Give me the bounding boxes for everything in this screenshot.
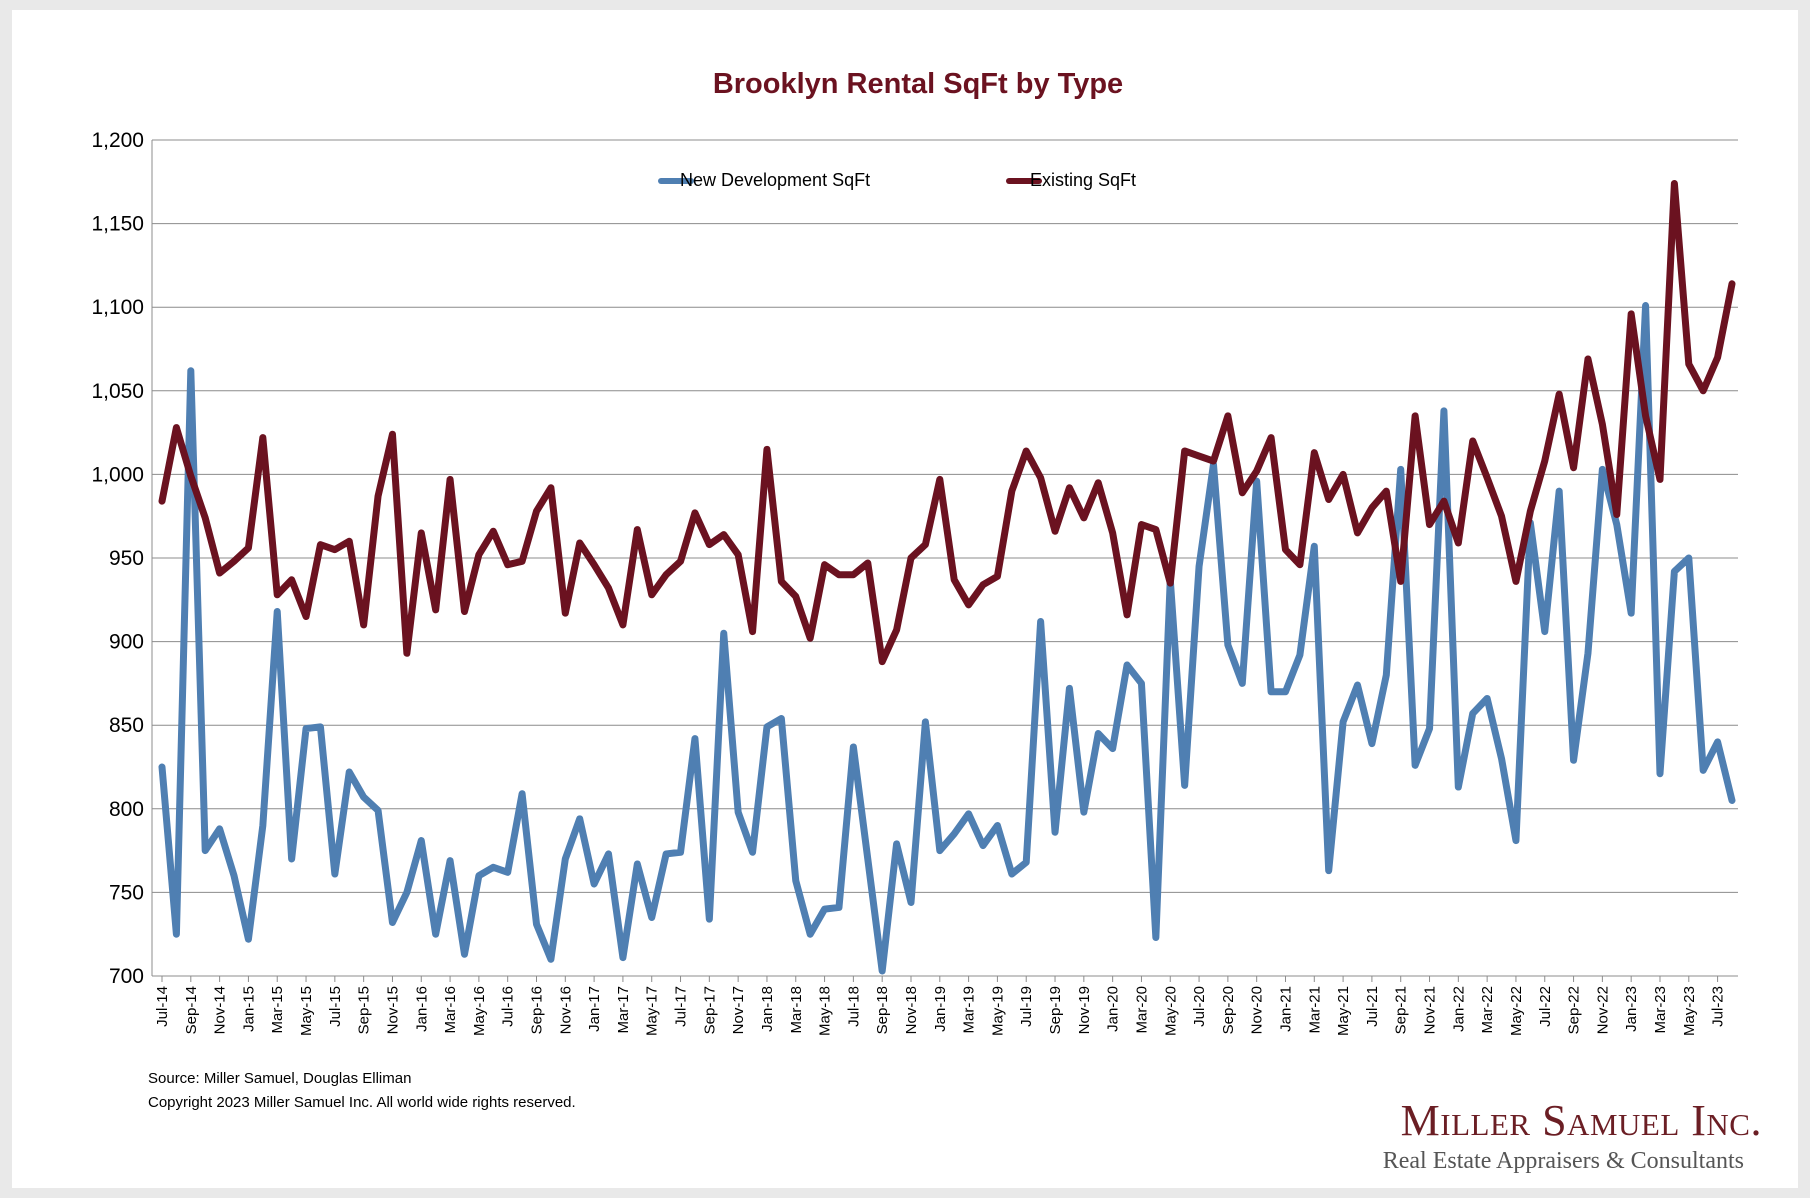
x-tick-label: Jan-18 bbox=[759, 986, 776, 1032]
chart-frame: Brooklyn Rental SqFt by Type 700 750 800 85… bbox=[12, 10, 1798, 1188]
x-tick-label: Jan-20 bbox=[1105, 986, 1122, 1032]
x-tick-label: May-21 bbox=[1335, 986, 1352, 1036]
series-line-existing bbox=[158, 179, 1736, 666]
x-tick-label: May-18 bbox=[817, 986, 834, 1036]
legend-label-new-development: New Development SqFt bbox=[680, 170, 870, 190]
x-tick-label: Jan-15 bbox=[240, 986, 257, 1032]
x-tick-label: Mar-19 bbox=[961, 986, 978, 1034]
chart-svg: Brooklyn Rental SqFt by Type 700 750 800 85… bbox=[91, 68, 1738, 1036]
x-tick-label: Sep-17 bbox=[701, 986, 718, 1034]
grid-layer bbox=[151, 139, 1738, 982]
x-tick-label: Sep-20 bbox=[1220, 986, 1237, 1034]
chart-title: Brooklyn Rental SqFt by Type bbox=[713, 68, 1123, 100]
x-tick-label: Jul-14 bbox=[154, 986, 171, 1027]
x-tick-label: May-20 bbox=[1162, 986, 1179, 1036]
x-tick-label: Jul-15 bbox=[327, 986, 344, 1027]
legend-swatch-existing bbox=[1006, 178, 1042, 184]
x-tick-label: Mar-17 bbox=[615, 986, 632, 1034]
x-tick-label: Mar-22 bbox=[1479, 986, 1496, 1034]
y-tick-label: 700 bbox=[109, 965, 144, 988]
x-tick-label: Jul-21 bbox=[1364, 986, 1381, 1027]
series-line-new-development bbox=[158, 302, 1736, 975]
x-tick-label: Sep-18 bbox=[874, 986, 891, 1034]
x-tick-label: Jan-21 bbox=[1277, 986, 1294, 1032]
y-tick-label: 1,000 bbox=[91, 463, 144, 486]
x-tick-label: Jul-17 bbox=[673, 986, 690, 1027]
x-tick-label: Sep-15 bbox=[356, 986, 373, 1034]
x-tick-label: May-16 bbox=[471, 986, 488, 1036]
x-tick-label: Sep-22 bbox=[1566, 986, 1583, 1034]
x-tick-label: Jul-16 bbox=[500, 986, 517, 1027]
x-tick-label: May-15 bbox=[298, 986, 315, 1036]
x-tick-label: Jul-18 bbox=[845, 986, 862, 1027]
x-tick-label: Nov-16 bbox=[557, 986, 574, 1034]
y-tick-label: 1,050 bbox=[91, 380, 144, 403]
y-tick-label: 950 bbox=[109, 547, 144, 570]
x-tick-label: Mar-16 bbox=[442, 986, 459, 1034]
x-tick-label: Jan-23 bbox=[1623, 986, 1640, 1032]
copyright-note: Copyright 2023 Miller Samuel Inc. All wo… bbox=[148, 1094, 576, 1111]
y-tick-label: 850 bbox=[109, 714, 144, 737]
x-tick-label: Sep-14 bbox=[183, 986, 200, 1034]
x-tick-label: Sep-16 bbox=[528, 986, 545, 1034]
company-logo-tagline: Real Estate Appraisers & Consultants bbox=[1382, 1148, 1744, 1174]
x-tick-label: Jan-22 bbox=[1450, 986, 1467, 1032]
series-layer bbox=[158, 179, 1736, 975]
x-tick-label: May-23 bbox=[1681, 986, 1698, 1036]
y-axis-tick-labels: 700 750 800 850 900 950 1,000 1,050 1,100 1,150 1,… bbox=[91, 129, 144, 988]
x-tick-label: Jul-23 bbox=[1710, 986, 1727, 1027]
x-tick-label: Sep-19 bbox=[1047, 986, 1064, 1034]
y-tick-label: 800 bbox=[109, 798, 144, 821]
x-tick-label: Mar-18 bbox=[788, 986, 805, 1034]
x-tick-label: Nov-19 bbox=[1076, 986, 1093, 1034]
x-tick-label: Mar-23 bbox=[1652, 986, 1669, 1034]
x-tick-label: Mar-15 bbox=[269, 986, 286, 1034]
x-tick-label: Sep-21 bbox=[1393, 986, 1410, 1034]
x-tick-label: Jul-19 bbox=[1018, 986, 1035, 1027]
x-tick-label: Mar-20 bbox=[1133, 986, 1150, 1034]
y-tick-label: 1,150 bbox=[91, 213, 144, 236]
legend-swatch-new-development bbox=[658, 178, 694, 184]
legend-label-existing: Existing SqFt bbox=[1030, 170, 1136, 190]
x-tick-label: Nov-22 bbox=[1594, 986, 1611, 1034]
legend: New Development SqFt Existing SqFt bbox=[658, 170, 1136, 190]
x-tick-label: Nov-15 bbox=[384, 986, 401, 1034]
company-logo-name: Miller Samuel Inc. bbox=[1400, 1096, 1762, 1145]
y-tick-label: 1,100 bbox=[91, 296, 144, 319]
x-tick-label: Nov-20 bbox=[1249, 986, 1266, 1034]
x-tick-label: May-19 bbox=[989, 986, 1006, 1036]
x-tick-label: May-22 bbox=[1508, 986, 1525, 1036]
x-tick-label: Nov-21 bbox=[1422, 986, 1439, 1034]
y-tick-label: 1,200 bbox=[91, 129, 144, 152]
x-tick-label: Jan-16 bbox=[413, 986, 430, 1032]
x-tick-label: Jan-17 bbox=[586, 986, 603, 1032]
x-axis-tick-labels: Jul-14 Sep-14 Nov-14 Jan-15 Mar-15 May-15 Jul-… bbox=[154, 986, 1727, 1036]
x-tick-label: Nov-18 bbox=[903, 986, 920, 1034]
x-tick-label: Jul-20 bbox=[1191, 986, 1208, 1027]
x-tick-label: May-17 bbox=[644, 986, 661, 1036]
x-tick-label: Nov-17 bbox=[730, 986, 747, 1034]
x-tick-label: Jan-19 bbox=[932, 986, 949, 1032]
x-tick-label: Mar-21 bbox=[1306, 986, 1323, 1034]
y-tick-label: 750 bbox=[109, 881, 144, 904]
source-note: Source: Miller Samuel, Douglas Elliman bbox=[148, 1070, 412, 1087]
x-tick-label: Jul-22 bbox=[1537, 986, 1554, 1027]
x-tick-label: Nov-14 bbox=[212, 986, 229, 1034]
y-tick-label: 900 bbox=[109, 631, 144, 654]
